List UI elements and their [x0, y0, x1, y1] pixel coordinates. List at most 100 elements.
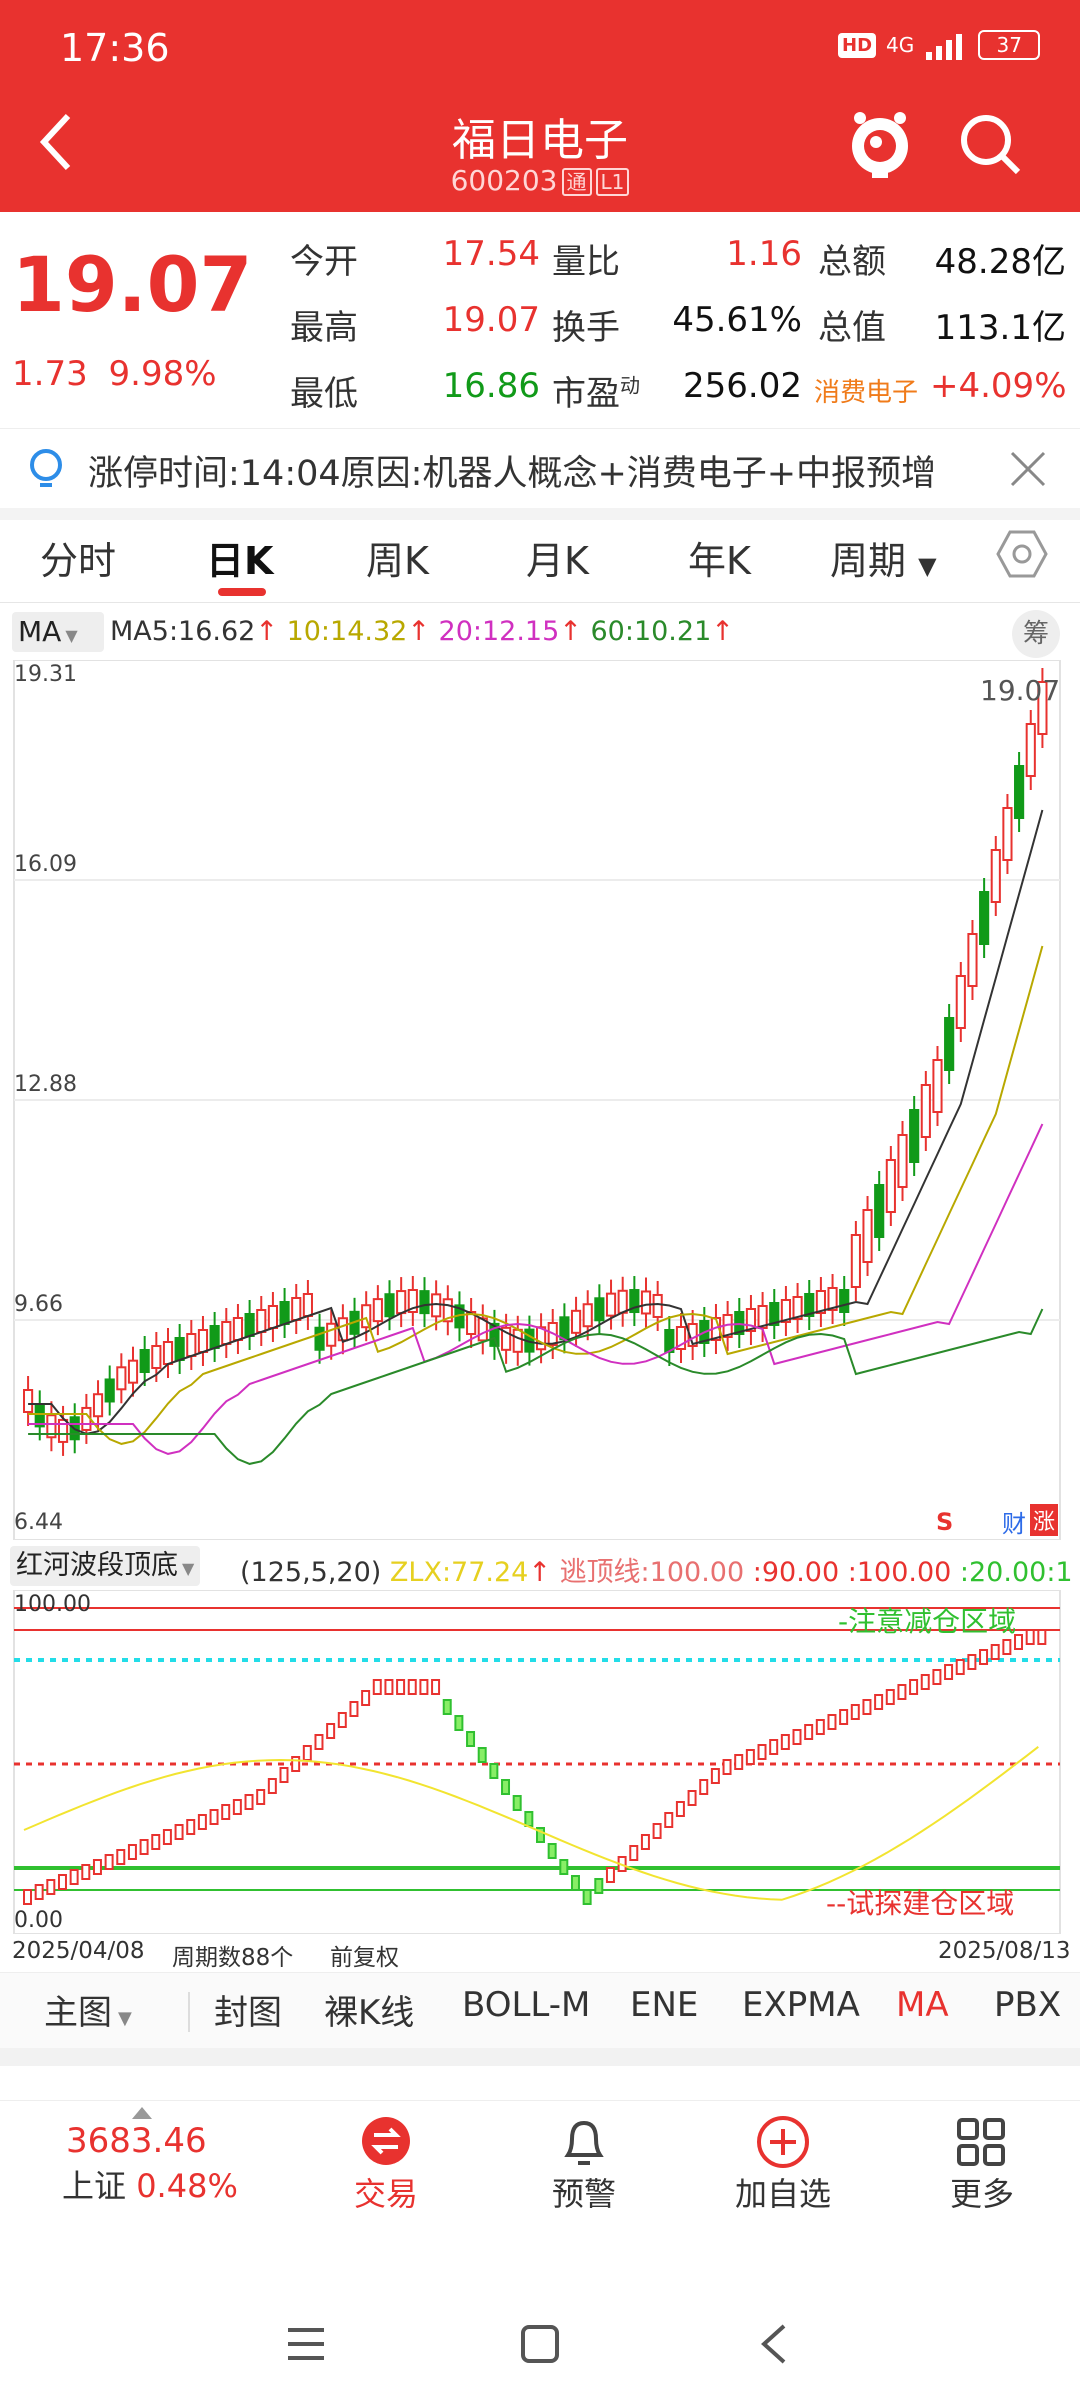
sector-label[interactable]: 消费电子 — [814, 378, 919, 408]
indicator-bar — [850, 1704, 860, 1720]
open-value: 17.54 — [442, 234, 540, 274]
indicator-tab-ma[interactable]: MA — [896, 1985, 949, 2025]
ma60-value: 60:10.21 — [590, 616, 712, 647]
indicator-tab-expma[interactable]: EXPMA — [742, 1985, 860, 2025]
indicator-bar — [687, 1790, 697, 1806]
l1-badge: L1 — [595, 168, 630, 196]
low-label: 最低 — [290, 374, 358, 414]
search-icon[interactable] — [956, 110, 1026, 180]
tab-yearly[interactable]: 年K — [688, 539, 751, 583]
limit-up-notice[interactable]: 涨停时间:14:04原因:机器人概念+消费电子+中报预增 — [0, 428, 1080, 509]
tab-intraday[interactable]: 分时 — [40, 539, 117, 583]
indicator-bar — [489, 1763, 499, 1779]
date-bar: 2025/04/08 周期数88个 前复权 2025/08/13 — [0, 1936, 1080, 1972]
notice-text: 涨停时间:14:04原因:机器人概念+消费电子+中报预增 — [88, 454, 937, 494]
adjust-mode[interactable]: 前复权 — [330, 1945, 399, 1971]
home-icon[interactable] — [520, 2324, 560, 2364]
top-app-bar: 17:36 HD 4G 37 福日电子 600203 通 L1 — [0, 0, 1080, 212]
indicator-bar — [186, 1819, 196, 1835]
indicator-tab-fengtu[interactable]: 封图 — [214, 1993, 282, 2033]
amount-label: 总额 — [818, 242, 886, 282]
indicator-values: (125,5,20) ZLX:77.24↑ 逃顶线:100.00 :90.00 … — [240, 1557, 1073, 1588]
candle — [1037, 681, 1048, 735]
signal-icon — [926, 34, 963, 60]
indicator-bar — [454, 1715, 464, 1731]
candle — [920, 1084, 931, 1138]
indicator-bar — [734, 1754, 744, 1770]
more-grid-icon[interactable] — [956, 2117, 1006, 2167]
trade-icon[interactable] — [360, 2115, 412, 2167]
indicator-tab-ene[interactable]: ENE — [630, 1985, 699, 2025]
candle — [489, 1322, 500, 1347]
ma5-line — [28, 809, 1044, 1435]
candle — [291, 1297, 302, 1321]
candle — [582, 1303, 593, 1328]
tab-monthly[interactable]: 月K — [526, 539, 589, 583]
candle — [885, 1159, 896, 1213]
candle — [897, 1134, 908, 1188]
add-favorite-label[interactable]: 加自选 — [734, 2175, 831, 2213]
index-value[interactable]: 3683.46 — [66, 2121, 207, 2161]
candle — [769, 1302, 780, 1326]
index-name: 上证 — [62, 2167, 127, 2205]
indicator-bar — [582, 1889, 592, 1905]
close-icon[interactable] — [1008, 449, 1048, 489]
candle — [839, 1289, 850, 1313]
active-tab-indicator — [218, 588, 266, 596]
indicator-bar — [570, 1875, 580, 1891]
tab-weekly[interactable]: 周K — [366, 539, 429, 583]
menu-icon[interactable] — [286, 2326, 326, 2362]
main-chart-selector[interactable]: 主图 ▼ — [44, 1993, 132, 2033]
indicator-bar — [780, 1734, 790, 1750]
tabs-divider — [0, 602, 1080, 603]
candle — [232, 1317, 244, 1341]
tab-period[interactable]: 周期 ▼ — [830, 539, 937, 583]
indicator-frame — [13, 1590, 1061, 1934]
indicator-bar — [197, 1814, 207, 1830]
indicator-bar — [664, 1812, 674, 1828]
collapse-up-icon[interactable] — [132, 2107, 152, 2119]
ma20-line — [28, 1123, 1044, 1455]
kline-chart[interactable]: 19.31 16.09 12.88 9.66 6.44 19.07 S 财 涨 — [0, 660, 1080, 1540]
mascot-icon[interactable] — [848, 108, 912, 180]
indicator-chart[interactable]: 100.00 0.00 -注意减仓区域 --试探建仓区域 — [0, 1590, 1080, 1934]
more-label[interactable]: 更多 — [949, 2175, 1014, 2213]
candle — [605, 1292, 617, 1317]
back-icon[interactable] — [36, 110, 76, 174]
indicator-bar — [862, 1699, 872, 1715]
candle — [501, 1326, 512, 1351]
pe-value: 256.02 — [683, 366, 802, 406]
chip-distribution-button[interactable]: 筹 — [1012, 610, 1060, 658]
candle — [46, 1414, 57, 1439]
indicator-tab-luokxian[interactable]: 裸K线 — [324, 1993, 415, 2033]
start-date: 2025/04/08 — [12, 1938, 145, 1964]
candle — [512, 1328, 523, 1353]
index-info[interactable]: 上证 0.48% — [62, 2161, 238, 2207]
indicator-bar — [909, 1679, 919, 1695]
alert-label[interactable]: 预警 — [551, 2175, 616, 2213]
finance-badge[interactable]: 财 — [1002, 1510, 1026, 1538]
kline-svg — [13, 660, 1061, 1540]
indicator-selector[interactable]: 红河波段顶底 ▼ — [10, 1546, 201, 1586]
back-nav-icon[interactable] — [758, 2322, 790, 2366]
ma-selector[interactable]: MA ▼ — [12, 612, 104, 652]
tab-daily[interactable]: 日K — [206, 539, 274, 583]
add-favorite-icon[interactable] — [756, 2115, 810, 2169]
trade-label[interactable]: 交易 — [353, 2175, 418, 2213]
change-value: 1.73 — [12, 354, 88, 394]
bell-icon[interactable] — [558, 2115, 610, 2169]
indicator-bar — [34, 1884, 44, 1900]
limit-up-badge[interactable]: 涨 — [1030, 1504, 1059, 1536]
settings-hexagon-icon[interactable] — [996, 528, 1048, 580]
indicator-bar — [652, 1823, 662, 1839]
indicator-bar — [23, 1889, 32, 1905]
indicator-bar — [46, 1879, 56, 1895]
ma5-value: MA5:16.62 — [110, 616, 256, 647]
indicator-bar — [1025, 1629, 1035, 1645]
candle — [139, 1349, 150, 1373]
indicator-bar — [139, 1839, 149, 1855]
indicator-bar — [314, 1734, 324, 1750]
indicator-tab-boll[interactable]: BOLL-M — [462, 1985, 591, 2025]
indicator-bar — [944, 1664, 954, 1680]
indicator-tab-pbx[interactable]: PBX — [994, 1985, 1062, 2025]
